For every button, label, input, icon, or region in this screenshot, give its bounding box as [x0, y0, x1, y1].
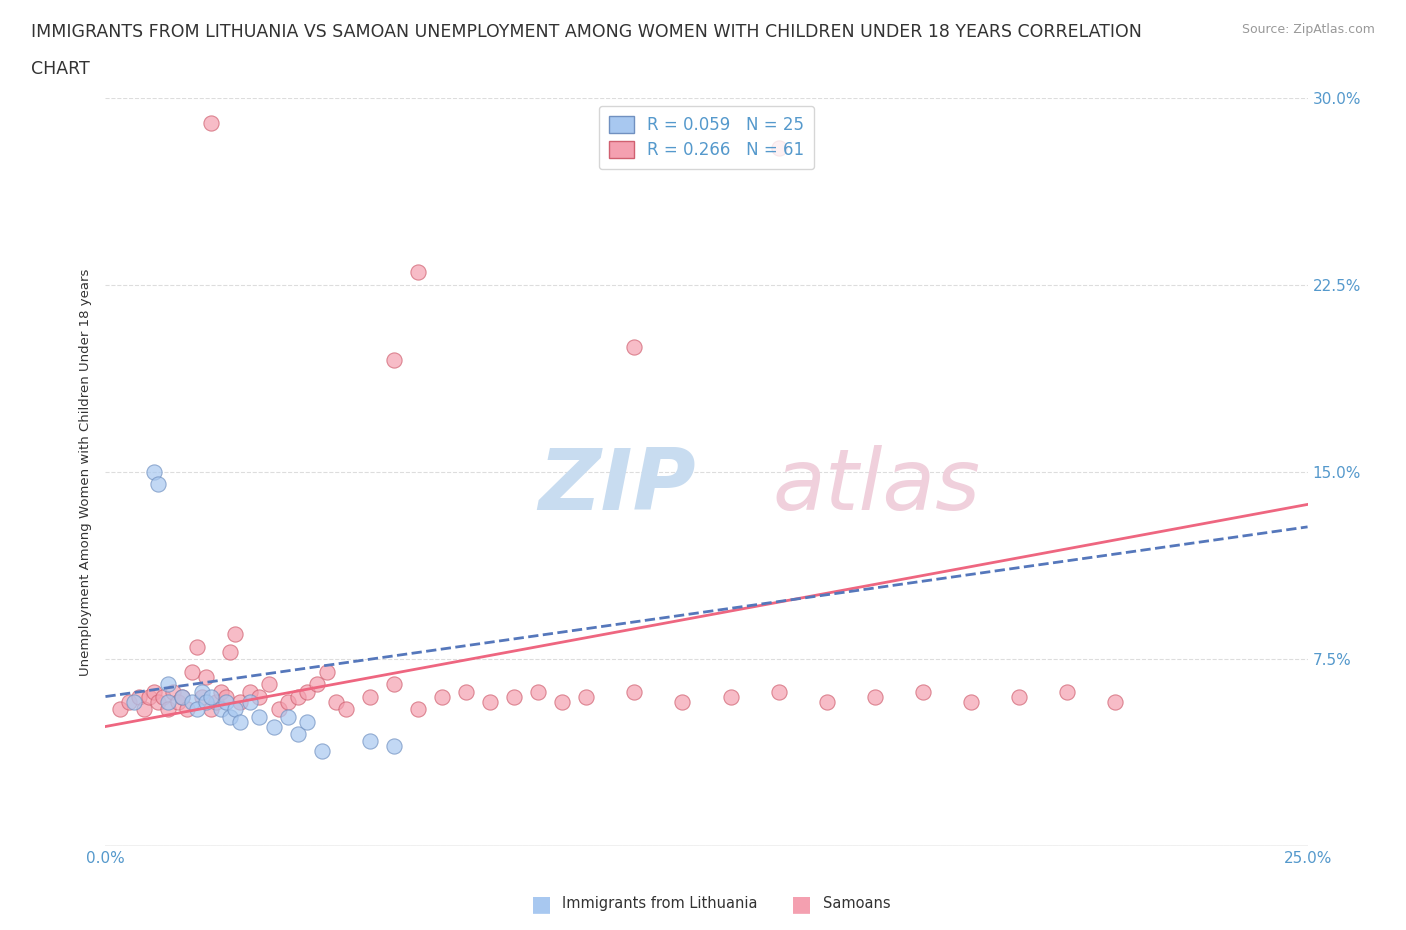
- Point: [430, 689, 453, 704]
- Point: [172, 689, 194, 704]
- Point: [205, 694, 228, 709]
- Point: [209, 701, 232, 716]
- Point: [156, 694, 179, 709]
- Point: [219, 644, 242, 659]
- Point: [575, 689, 598, 704]
- Point: [156, 701, 179, 716]
- Point: [156, 677, 179, 692]
- Point: [128, 689, 150, 704]
- Point: [247, 689, 270, 704]
- Point: [239, 694, 262, 709]
- Point: [1008, 689, 1031, 704]
- Point: [1056, 684, 1078, 699]
- Point: [166, 694, 188, 709]
- Point: [172, 689, 194, 704]
- Point: [257, 677, 280, 692]
- Point: [671, 694, 693, 709]
- Point: [176, 701, 198, 716]
- Point: [267, 701, 290, 716]
- Point: [960, 694, 983, 709]
- Point: [118, 694, 141, 709]
- Point: [1104, 694, 1126, 709]
- Point: [152, 689, 174, 704]
- Point: [190, 689, 212, 704]
- Point: [239, 684, 262, 699]
- Point: [277, 694, 299, 709]
- Text: atlas: atlas: [773, 445, 980, 528]
- Text: ■: ■: [792, 894, 811, 914]
- Point: [297, 714, 319, 729]
- Point: [315, 664, 337, 679]
- Point: [195, 694, 218, 709]
- Point: [138, 689, 160, 704]
- Point: [359, 689, 381, 704]
- Point: [382, 739, 405, 754]
- Point: [297, 684, 319, 699]
- Point: [263, 719, 285, 734]
- Point: [815, 694, 838, 709]
- Point: [148, 694, 170, 709]
- Y-axis label: Unemployment Among Women with Children Under 18 years: Unemployment Among Women with Children U…: [79, 268, 93, 676]
- Point: [224, 701, 246, 716]
- Point: [551, 694, 574, 709]
- Point: [768, 684, 790, 699]
- Point: [132, 701, 155, 716]
- Point: [406, 701, 429, 716]
- Point: [181, 694, 204, 709]
- Text: IMMIGRANTS FROM LITHUANIA VS SAMOAN UNEMPLOYMENT AMONG WOMEN WITH CHILDREN UNDER: IMMIGRANTS FROM LITHUANIA VS SAMOAN UNEM…: [31, 23, 1142, 41]
- Point: [108, 701, 131, 716]
- Point: [247, 709, 270, 724]
- Point: [277, 709, 299, 724]
- Point: [162, 684, 184, 699]
- Point: [305, 677, 328, 692]
- Point: [863, 689, 886, 704]
- Point: [219, 709, 242, 724]
- Point: [382, 352, 405, 367]
- Text: ZIP: ZIP: [538, 445, 696, 528]
- Point: [190, 684, 212, 699]
- Point: [335, 701, 357, 716]
- Point: [124, 694, 146, 709]
- Text: Immigrants from Lithuania: Immigrants from Lithuania: [562, 897, 758, 911]
- Text: ■: ■: [531, 894, 551, 914]
- Point: [287, 689, 309, 704]
- Point: [527, 684, 550, 699]
- Text: Source: ZipAtlas.com: Source: ZipAtlas.com: [1241, 23, 1375, 36]
- Point: [768, 140, 790, 155]
- Point: [382, 677, 405, 692]
- Text: CHART: CHART: [31, 60, 90, 78]
- Point: [181, 664, 204, 679]
- Point: [209, 684, 232, 699]
- Point: [623, 684, 645, 699]
- Point: [503, 689, 526, 704]
- Point: [214, 689, 236, 704]
- Point: [623, 339, 645, 354]
- Point: [911, 684, 934, 699]
- Point: [214, 694, 236, 709]
- Point: [195, 670, 218, 684]
- Text: Samoans: Samoans: [823, 897, 890, 911]
- Point: [287, 726, 309, 741]
- Point: [142, 465, 165, 480]
- Point: [229, 694, 252, 709]
- Point: [142, 684, 165, 699]
- Point: [224, 627, 246, 642]
- Point: [229, 714, 252, 729]
- Point: [200, 689, 222, 704]
- Point: [479, 694, 502, 709]
- Point: [454, 684, 477, 699]
- Point: [406, 265, 429, 280]
- Point: [186, 701, 208, 716]
- Point: [720, 689, 742, 704]
- Point: [325, 694, 347, 709]
- Legend: R = 0.059   N = 25, R = 0.266   N = 61: R = 0.059 N = 25, R = 0.266 N = 61: [599, 106, 814, 169]
- Point: [200, 115, 222, 130]
- Point: [148, 477, 170, 492]
- Point: [359, 734, 381, 749]
- Point: [311, 744, 333, 759]
- Point: [200, 701, 222, 716]
- Point: [186, 639, 208, 654]
